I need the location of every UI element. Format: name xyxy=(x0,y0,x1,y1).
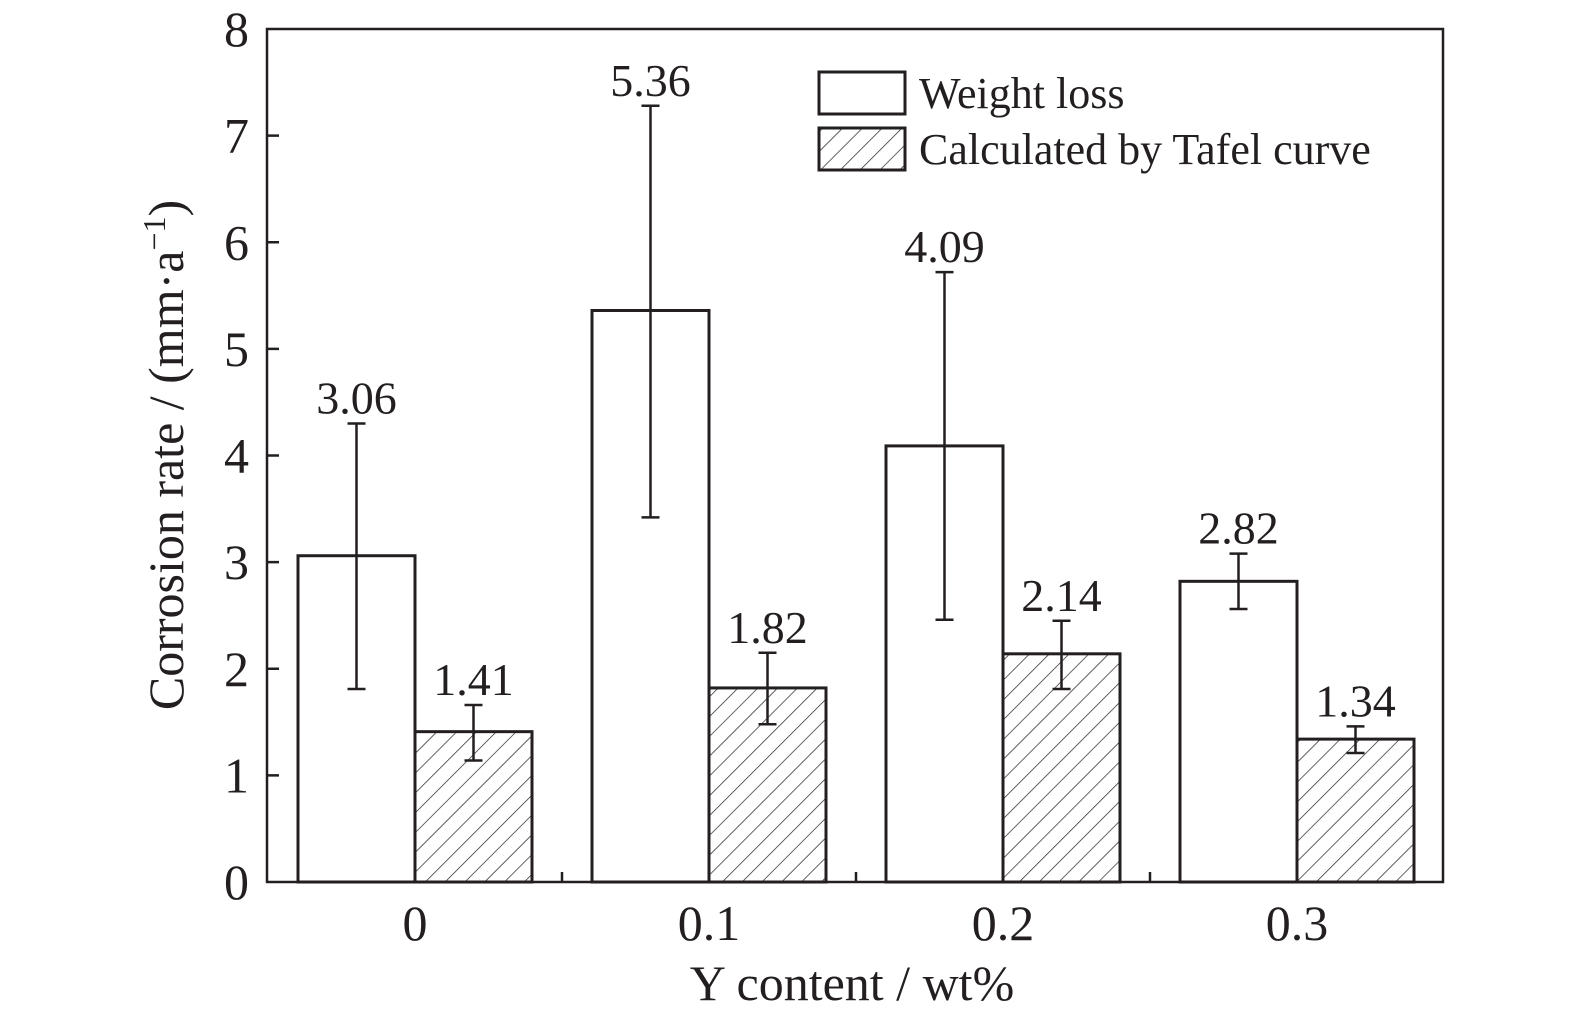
y-tick-label-6: 6 xyxy=(224,214,249,270)
error-bar-tafel-0 xyxy=(464,703,483,762)
data-label-weight-loss-0: 3.06 xyxy=(316,373,397,424)
bar-tafel-3 xyxy=(1295,737,1416,884)
error-bar-weight-loss-3 xyxy=(1229,552,1248,611)
y-tick-label-1: 1 xyxy=(224,747,249,803)
bar-weight-loss-3 xyxy=(1178,579,1299,884)
data-label-tafel-1: 1.82 xyxy=(727,602,808,653)
labels-layer: 3.06 5.36 4.09 2.82 1.41 1.82 2.14 1.34 xyxy=(316,55,1396,727)
bar-tafel-2 xyxy=(1001,652,1122,884)
error-bar-tafel-2 xyxy=(1052,619,1071,691)
error-bar-weight-loss-0 xyxy=(347,422,366,691)
error-bar-tafel-1 xyxy=(758,651,777,726)
legend-label-tafel: Calculated by Tafel curve xyxy=(919,125,1371,174)
legend-label-weight-loss: Weight loss xyxy=(919,69,1124,118)
legend-swatch-tafel xyxy=(817,126,907,172)
axes-layer: 0 1 2 3 4 5 6 7 8 0 0.1 0.2 0.3 Y content / wt% Corros… xyxy=(136,1,1445,1011)
data-label-weight-loss-2: 4.09 xyxy=(904,221,985,272)
legend-swatch-weight-loss xyxy=(817,70,907,116)
y-tick-label-4: 4 xyxy=(224,428,249,484)
error-bar-tafel-3 xyxy=(1346,725,1365,755)
legend: Weight loss Calculated by Tafel curve xyxy=(817,69,1371,174)
data-label-weight-loss-3: 2.82 xyxy=(1198,503,1279,554)
x-axis-title: Y content / wt% xyxy=(690,955,1014,1011)
x-tick-label-3: 0.3 xyxy=(1266,895,1329,951)
error-bar-weight-loss-2 xyxy=(935,270,954,621)
data-label-weight-loss-1: 5.36 xyxy=(610,55,691,106)
y-tick-label-5: 5 xyxy=(224,321,249,377)
error-bar-weight-loss-1 xyxy=(641,104,660,519)
data-label-tafel-0: 1.41 xyxy=(433,654,514,705)
x-tick-label-2: 0.2 xyxy=(972,895,1035,951)
y-tick-label-8: 8 xyxy=(224,1,249,57)
bar-tafel-0 xyxy=(413,730,534,884)
x-tick-label-1: 0.1 xyxy=(678,895,741,951)
y-tick-label-2: 2 xyxy=(224,641,249,697)
x-tick-label-0: 0 xyxy=(403,895,428,951)
y-tick-label-3: 3 xyxy=(224,534,249,590)
y-tick-label-7: 7 xyxy=(224,108,249,164)
bars-layer xyxy=(296,308,1416,884)
y-axis-title: Corrosion rate / (mm·a−1) xyxy=(136,200,194,710)
data-label-tafel-3: 1.34 xyxy=(1315,675,1396,726)
error-bars-layer xyxy=(347,104,1365,762)
data-label-tafel-2: 2.14 xyxy=(1021,570,1102,621)
y-tick-label-0: 0 xyxy=(224,854,249,910)
